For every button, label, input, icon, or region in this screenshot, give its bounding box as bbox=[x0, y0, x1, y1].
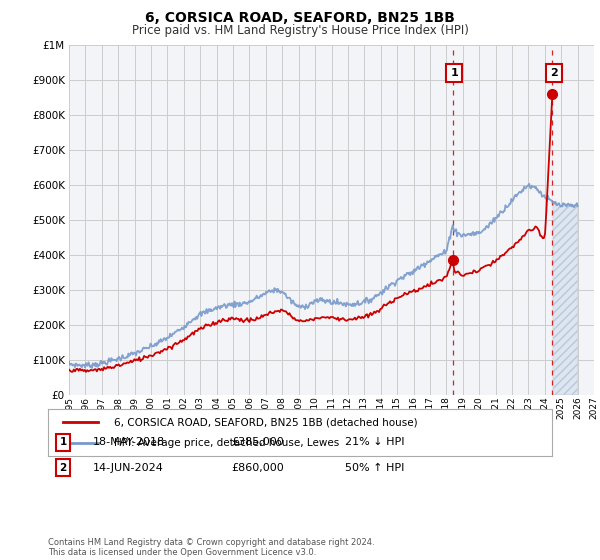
Text: £385,000: £385,000 bbox=[231, 437, 284, 447]
Text: Contains HM Land Registry data © Crown copyright and database right 2024.
This d: Contains HM Land Registry data © Crown c… bbox=[48, 538, 374, 557]
Text: HPI: Average price, detached house, Lewes: HPI: Average price, detached house, Lewe… bbox=[113, 438, 339, 448]
Text: 21% ↓ HPI: 21% ↓ HPI bbox=[345, 437, 404, 447]
Text: £860,000: £860,000 bbox=[231, 463, 284, 473]
Text: 50% ↑ HPI: 50% ↑ HPI bbox=[345, 463, 404, 473]
Text: Price paid vs. HM Land Registry's House Price Index (HPI): Price paid vs. HM Land Registry's House … bbox=[131, 24, 469, 36]
Text: 14-JUN-2024: 14-JUN-2024 bbox=[93, 463, 164, 473]
Text: 18-MAY-2018: 18-MAY-2018 bbox=[93, 437, 165, 447]
Text: 2: 2 bbox=[550, 68, 558, 78]
Text: 1: 1 bbox=[451, 68, 458, 78]
Text: 2: 2 bbox=[59, 463, 67, 473]
Text: 6, CORSICA ROAD, SEAFORD, BN25 1BB (detached house): 6, CORSICA ROAD, SEAFORD, BN25 1BB (deta… bbox=[113, 417, 417, 427]
Text: 6, CORSICA ROAD, SEAFORD, BN25 1BB: 6, CORSICA ROAD, SEAFORD, BN25 1BB bbox=[145, 11, 455, 25]
Text: 1: 1 bbox=[59, 437, 67, 447]
